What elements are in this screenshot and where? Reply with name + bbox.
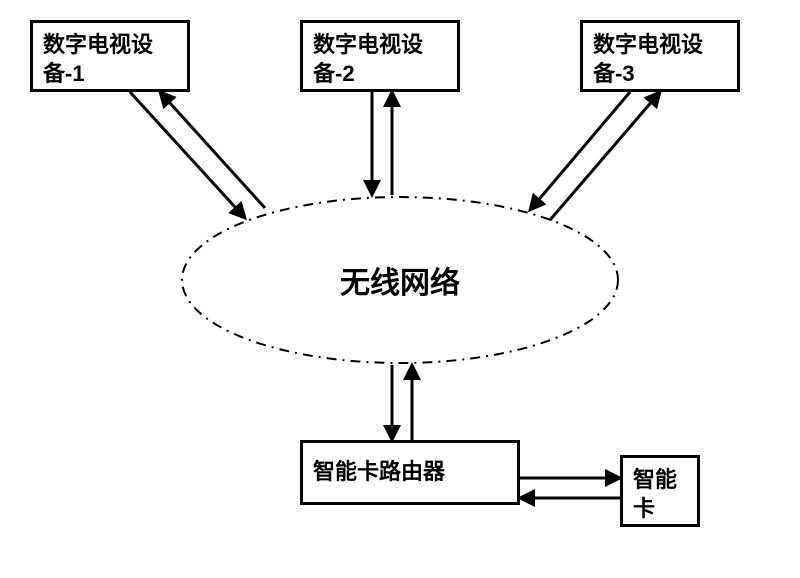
device-1-box: 数字电视设 备-1 — [30, 20, 190, 92]
device-2-label-line1: 数字电视设 — [313, 32, 423, 57]
device-3-label-line1: 数字电视设 — [593, 32, 703, 57]
smartcard-label-line1: 智能 — [633, 467, 677, 492]
device-3-label-line2: 备-3 — [593, 61, 635, 86]
wireless-network-label: 无线网络 — [340, 258, 460, 302]
device-1-label-line1: 数字电视设 — [43, 32, 153, 57]
router-label: 智能卡路由器 — [313, 458, 445, 487]
edge-device1-network-b — [160, 92, 265, 208]
edge-device3-network-a — [530, 92, 630, 210]
smartcard-label-line2: 卡 — [633, 496, 655, 521]
smartcard-box: 智能 卡 — [620, 455, 700, 527]
device-1-label-line2: 备-1 — [43, 61, 85, 86]
router-box: 智能卡路由器 — [300, 440, 520, 505]
wireless-network-ellipse: 无线网络 — [180, 195, 620, 365]
device-2-label-line2: 备-2 — [313, 61, 355, 86]
device-2-box: 数字电视设 备-2 — [300, 20, 460, 92]
device-3-box: 数字电视设 备-3 — [580, 20, 740, 92]
